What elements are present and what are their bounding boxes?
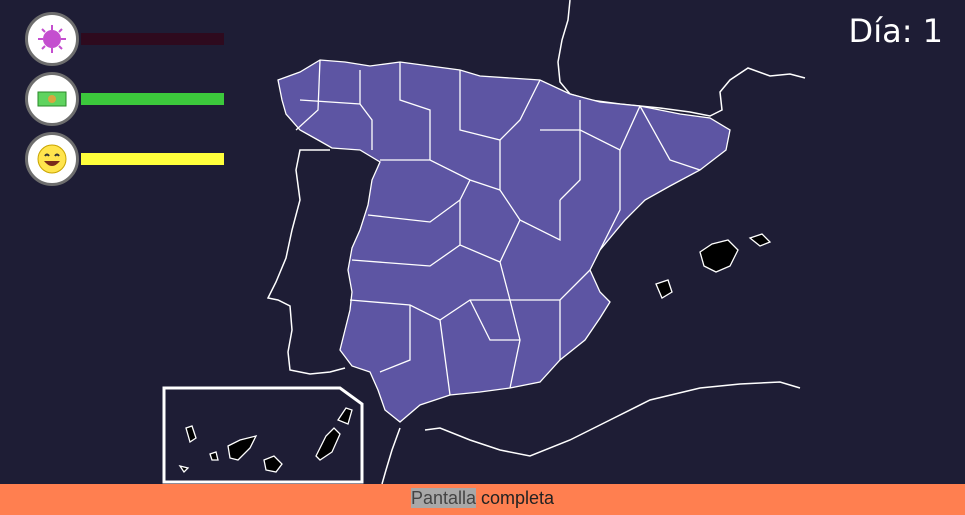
fuerteventura[interactable]	[315, 427, 341, 461]
province-border	[499, 261, 591, 301]
province-borders	[295, 59, 701, 396]
mallorca[interactable]	[699, 239, 739, 273]
el-hierro[interactable]	[178, 464, 190, 474]
happy-face-icon	[25, 132, 79, 186]
fullscreen-label: completa	[476, 488, 555, 508]
province-border	[459, 200, 561, 263]
ibiza[interactable]	[655, 279, 673, 299]
spain-mainland[interactable]	[277, 59, 731, 423]
la-gomera[interactable]	[209, 451, 219, 461]
france-coast	[557, 0, 806, 117]
province-border	[639, 105, 701, 171]
fullscreen-label-highlight: Pantalla	[410, 488, 476, 508]
neighbor-coastlines	[266, 0, 806, 485]
canary-islands[interactable]	[178, 407, 353, 474]
province-border	[367, 179, 471, 223]
gran-canaria[interactable]	[263, 455, 283, 473]
lanzarote[interactable]	[337, 407, 353, 425]
money-bar	[81, 93, 224, 105]
stat-happiness	[25, 132, 235, 186]
la-palma[interactable]	[185, 425, 197, 444]
province-border	[299, 99, 373, 150]
province-border	[599, 150, 621, 251]
morocco-coast	[381, 427, 401, 485]
stat-infection	[25, 12, 235, 66]
province-border	[351, 244, 461, 267]
money-bar-fill	[81, 93, 224, 105]
province-border	[439, 319, 451, 396]
fullscreen-button[interactable]: Pantalla completa	[0, 484, 965, 515]
province-border	[540, 129, 581, 201]
spain-outline[interactable]	[277, 59, 731, 423]
happiness-bar	[81, 153, 224, 165]
balearic-islands[interactable]	[655, 233, 772, 299]
province-border	[295, 59, 321, 131]
day-counter: Día: 1	[848, 12, 943, 50]
stat-money	[25, 72, 235, 126]
virus-icon	[25, 12, 79, 66]
money-icon	[25, 72, 79, 126]
province-border	[399, 62, 431, 160]
province-border	[380, 159, 501, 191]
portugal-coast	[266, 149, 346, 375]
tenerife[interactable]	[227, 435, 258, 461]
infection-bar	[81, 33, 224, 45]
canary-inset-frame[interactable]	[162, 386, 364, 484]
province-border	[379, 305, 411, 373]
province-border	[469, 299, 520, 341]
menorca[interactable]	[748, 233, 772, 247]
happiness-bar-fill	[81, 153, 224, 165]
algeria-coast	[424, 381, 801, 457]
province-border	[579, 100, 641, 151]
